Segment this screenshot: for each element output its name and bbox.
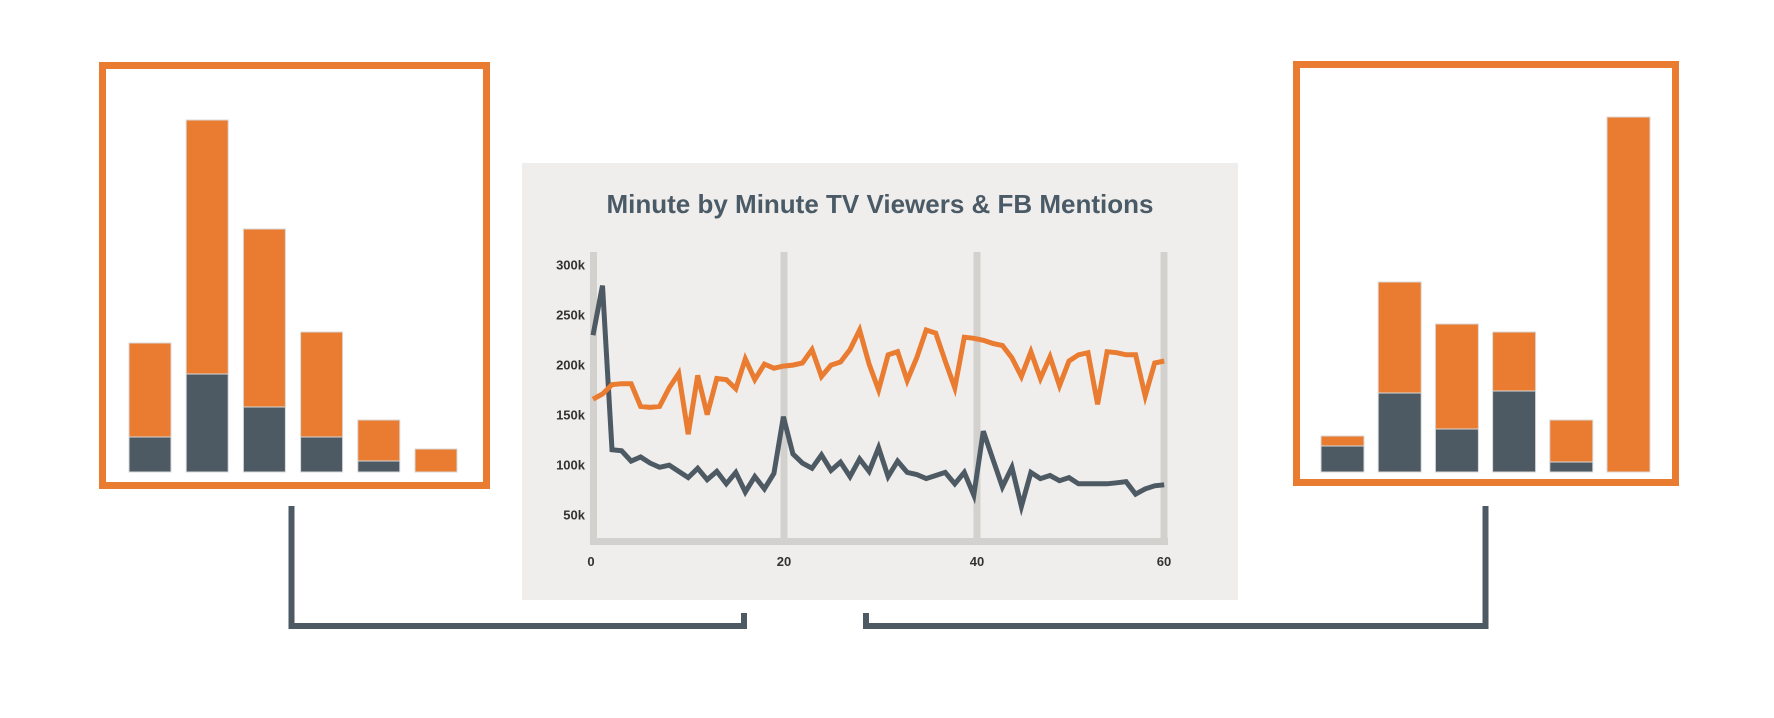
bar-segment-fb-mentions bbox=[1549, 419, 1594, 463]
x-gridline bbox=[973, 252, 981, 545]
bar-segment-tv-viewers bbox=[242, 406, 286, 473]
x-tick-label: 40 bbox=[970, 554, 984, 569]
y-tick-label: 300k bbox=[556, 258, 586, 273]
bar-segment-fb-mentions bbox=[1320, 435, 1365, 447]
y-tick-label: 200k bbox=[556, 358, 586, 373]
x-tick-label: 60 bbox=[1157, 554, 1171, 569]
y-tick-label: 250k bbox=[556, 308, 586, 323]
bar-segment-tv-viewers bbox=[357, 460, 401, 473]
bar-segment-fb-mentions bbox=[1434, 323, 1479, 430]
bar-segment-fb-mentions bbox=[414, 448, 458, 473]
x-tick-label: 20 bbox=[777, 554, 791, 569]
line-chart-svg: 300k 250k 200k 150k 100k 50k 0 20 40 60 bbox=[556, 252, 1171, 569]
bar-segment-fb-mentions bbox=[128, 342, 172, 438]
right-bar-chart bbox=[1320, 116, 1651, 473]
x-tick-label: 0 bbox=[587, 554, 594, 569]
x-axis-bar bbox=[590, 538, 1168, 545]
bar-segment-fb-mentions bbox=[357, 419, 401, 462]
bar-segment-tv-viewers bbox=[1492, 390, 1537, 473]
x-gridline bbox=[780, 252, 788, 545]
x-gridline bbox=[1160, 252, 1168, 545]
bar-segment-fb-mentions bbox=[242, 228, 286, 408]
left-bar-panel bbox=[99, 62, 490, 489]
bar-segment-tv-viewers bbox=[128, 436, 172, 473]
chart-title: Minute by Minute TV Viewers & FB Mention… bbox=[606, 189, 1154, 219]
line-series-tv-viewers bbox=[590, 285, 1165, 517]
right-bar-panel bbox=[1293, 61, 1679, 486]
bar-segment-tv-viewers bbox=[1320, 445, 1365, 473]
bar-segment-fb-mentions bbox=[1606, 116, 1651, 473]
line-series-fb-mentions bbox=[591, 322, 1165, 435]
bar-segment-tv-viewers bbox=[185, 373, 229, 473]
y-tick-label: 150k bbox=[556, 408, 586, 423]
bar-segment-tv-viewers bbox=[1434, 428, 1479, 473]
left-bar-chart bbox=[128, 119, 458, 473]
bar-segment-tv-viewers bbox=[1377, 392, 1422, 473]
bar-segment-fb-mentions bbox=[1492, 331, 1537, 392]
bar-segment-tv-viewers bbox=[300, 436, 344, 473]
bar-segment-fb-mentions bbox=[185, 119, 229, 375]
center-chart-panel: Minute by Minute TV Viewers & FB Mention… bbox=[522, 163, 1238, 600]
bar-segment-tv-viewers bbox=[1549, 461, 1594, 473]
bar-segment-fb-mentions bbox=[300, 331, 344, 438]
y-tick-label: 100k bbox=[556, 458, 586, 473]
bar-segment-fb-mentions bbox=[1377, 281, 1422, 394]
y-tick-label: 50k bbox=[563, 508, 585, 523]
